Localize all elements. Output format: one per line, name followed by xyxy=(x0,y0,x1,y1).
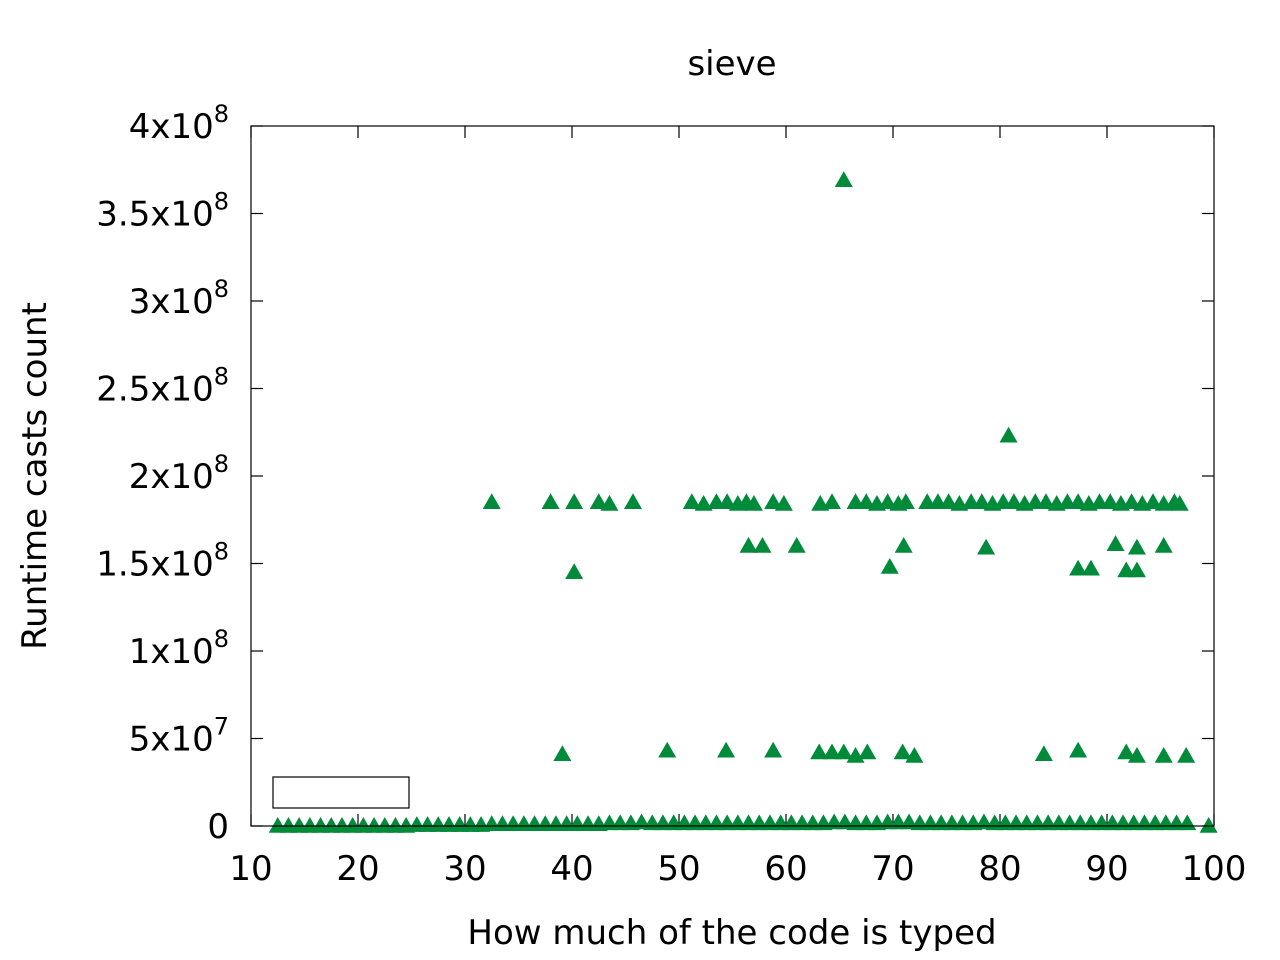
data-point xyxy=(787,537,806,553)
data-point xyxy=(939,493,958,509)
x-tick-label: 30 xyxy=(443,849,486,889)
data-point xyxy=(1034,745,1053,761)
data-point xyxy=(834,743,853,760)
data-point xyxy=(999,426,1018,443)
legend-box xyxy=(272,776,410,809)
data-point xyxy=(764,741,783,758)
data-point xyxy=(1127,747,1146,763)
data-point xyxy=(1069,559,1088,576)
data-point xyxy=(857,493,876,509)
y-tick-label: 0 xyxy=(207,807,229,847)
data-point xyxy=(1069,493,1088,509)
data-point xyxy=(482,493,501,509)
data-point xyxy=(893,743,912,760)
y-tick-label: 2x108 xyxy=(129,450,229,497)
data-point xyxy=(774,495,793,511)
data-point xyxy=(682,493,701,509)
data-point xyxy=(823,743,842,760)
x-tick-label: 10 xyxy=(229,849,272,889)
data-point xyxy=(623,493,642,509)
data-point xyxy=(553,745,572,761)
x-axis-label: How much of the code is typed xyxy=(467,913,996,953)
data-point xyxy=(1101,493,1120,509)
data-point xyxy=(600,495,619,511)
y-tick-label: 3x108 xyxy=(129,275,229,322)
data-point xyxy=(565,493,584,509)
data-point xyxy=(858,743,877,760)
data-point xyxy=(1144,493,1163,509)
data-point xyxy=(764,493,783,509)
data-point xyxy=(878,493,897,509)
y-tick-label: 1x108 xyxy=(129,625,229,672)
data-point xyxy=(658,741,677,758)
y-axis-ticks: 0 5x107 1x108 1.5x108 2x108 2.5x108 3x108 3.5x1… xyxy=(96,100,1214,847)
data-point xyxy=(1177,747,1196,763)
data-point xyxy=(1037,493,1056,509)
x-tick-label: 100 xyxy=(1182,849,1247,889)
plot-frame xyxy=(250,125,1215,827)
data-point xyxy=(1106,535,1125,551)
data-points xyxy=(268,171,1218,833)
data-point xyxy=(744,495,763,511)
data-point xyxy=(905,747,924,763)
y-tick-label: 1.5x108 xyxy=(96,538,229,585)
data-point xyxy=(753,537,772,553)
data-point xyxy=(977,538,996,555)
data-point xyxy=(1069,741,1088,758)
chart-title: sieve xyxy=(687,44,776,84)
data-point xyxy=(1004,493,1023,509)
data-point xyxy=(880,558,899,574)
data-point xyxy=(1154,747,1173,763)
data-point xyxy=(1122,493,1141,509)
data-point xyxy=(739,537,758,553)
y-axis-label: Runtime casts count xyxy=(15,302,55,650)
data-point xyxy=(589,493,608,509)
data-point xyxy=(823,493,842,509)
data-point xyxy=(1081,559,1100,576)
data-point xyxy=(1127,561,1146,578)
data-point xyxy=(1127,538,1146,555)
data-point xyxy=(1199,817,1218,833)
data-point xyxy=(718,493,737,509)
x-tick-label: 60 xyxy=(764,849,807,889)
data-point xyxy=(834,171,853,187)
data-point xyxy=(565,563,584,579)
y-tick-label: 2.5x108 xyxy=(96,363,229,410)
y-tick-label: 4x108 xyxy=(129,100,229,147)
data-point xyxy=(1154,537,1173,553)
x-tick-label: 70 xyxy=(871,849,914,889)
x-tick-label: 20 xyxy=(336,849,379,889)
y-tick-label: 3.5x108 xyxy=(96,188,229,235)
data-point xyxy=(810,743,829,760)
data-point xyxy=(694,495,713,511)
data-point xyxy=(717,741,736,758)
data-point xyxy=(894,537,913,553)
data-point xyxy=(1170,495,1189,511)
y-tick-label: 5x107 xyxy=(129,713,229,760)
data-point xyxy=(896,493,915,509)
x-axis-ticks: 10 20 30 40 50 60 70 80 90 100 xyxy=(229,126,1246,889)
x-tick-label: 50 xyxy=(657,849,700,889)
x-tick-label: 40 xyxy=(550,849,593,889)
data-point xyxy=(972,493,991,509)
x-tick-label: 80 xyxy=(978,849,1021,889)
data-point xyxy=(1117,743,1136,760)
x-tick-label: 90 xyxy=(1085,849,1128,889)
data-point xyxy=(541,493,560,509)
